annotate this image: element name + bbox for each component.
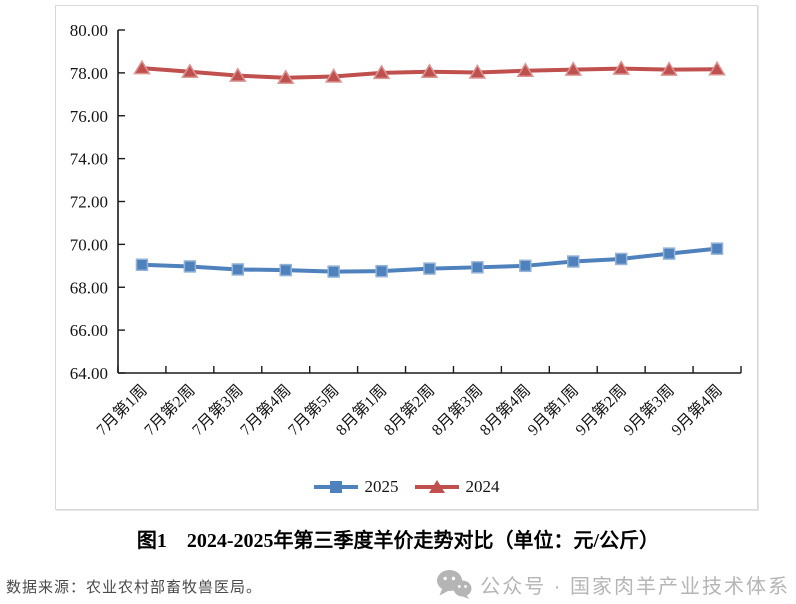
data-point-marker xyxy=(133,59,151,75)
data-point-marker xyxy=(279,263,292,277)
x-category-label: 9月第4周 xyxy=(668,381,726,439)
data-point-marker xyxy=(228,67,247,82)
data-point-marker xyxy=(564,61,583,76)
data-point-marker xyxy=(181,63,199,79)
data-point-marker xyxy=(567,255,580,268)
x-category-label: 7月第4周 xyxy=(237,381,295,439)
x-category-label: 9月第1周 xyxy=(524,381,582,439)
data-point-marker xyxy=(135,258,149,271)
y-tick-label: 64.00 xyxy=(70,364,108,383)
y-tick-label: 78.00 xyxy=(70,64,108,83)
data-point-marker xyxy=(468,63,487,79)
legend-marker xyxy=(329,481,342,493)
chart-title: 图1 2024-2025年第三季度羊价走势对比（单位：元/公斤） xyxy=(136,530,660,552)
data-point-marker xyxy=(324,68,343,83)
data-point-marker xyxy=(708,60,726,76)
y-tick-label: 66.00 xyxy=(70,321,108,340)
x-category-label: 9月第3周 xyxy=(620,381,678,439)
watermark-text: 公众号 · 国家肉羊产业技术体系 xyxy=(480,575,790,598)
data-point-marker xyxy=(519,259,532,273)
legend-label-2024: 2024 xyxy=(465,477,500,496)
data-point-marker xyxy=(372,64,391,80)
legend-swatch-2025 xyxy=(313,481,358,493)
x-category-label: 8月第1周 xyxy=(332,381,390,439)
data-point-marker xyxy=(327,265,340,278)
chart-card: 64.00 66.00 68.00 70.00 72.00 74.00 76.00 78.00… xyxy=(55,5,758,510)
data-point-marker xyxy=(612,60,631,75)
y-tick-label: 72.00 xyxy=(70,193,108,212)
x-category-label: 7月第2周 xyxy=(141,381,199,439)
x-category-label: 8月第2周 xyxy=(380,381,438,439)
legend-item-2025: 2025 xyxy=(313,477,399,497)
price-chart-svg: 64.00 66.00 68.00 70.00 72.00 74.00 76.00 78.00… xyxy=(70,21,742,439)
wechat-icon xyxy=(437,570,472,599)
legend-marker xyxy=(428,480,445,493)
x-category-label: 7月第5周 xyxy=(284,381,342,439)
data-point-marker xyxy=(710,242,724,255)
legend-label-2025: 2025 xyxy=(364,477,399,496)
data-point-marker xyxy=(420,63,439,79)
data-point-marker xyxy=(276,69,295,85)
x-category-label: 7月第1周 xyxy=(93,381,151,439)
data-point-marker xyxy=(423,262,436,275)
y-tick-label: 70.00 xyxy=(70,235,108,254)
y-tick-label: 74.00 xyxy=(70,150,108,169)
data-point-marker xyxy=(231,263,245,276)
data-point-marker xyxy=(662,247,676,260)
chart-legend: 2025 2024 xyxy=(56,477,757,497)
y-tick-label: 80.00 xyxy=(70,21,108,40)
legend-swatch-2024 xyxy=(414,480,459,493)
watermark: 公众号 · 国家肉羊产业技术体系 xyxy=(436,569,790,599)
legend-item-2024: 2024 xyxy=(414,477,500,497)
data-point-marker xyxy=(516,62,535,77)
x-category-label: 8月第4周 xyxy=(476,381,534,439)
data-point-marker xyxy=(375,264,388,278)
data-point-marker xyxy=(614,252,628,266)
y-tick-label: 76.00 xyxy=(70,107,108,126)
x-category-label: 7月第3周 xyxy=(189,381,247,439)
data-point-marker xyxy=(183,260,197,273)
data-point-marker xyxy=(471,261,484,274)
x-category-label: 9月第2周 xyxy=(572,381,630,439)
x-category-label: 8月第3周 xyxy=(428,381,486,439)
data-source-text: 数据来源：农业农村部畜牧兽医局。 xyxy=(6,580,263,596)
data-point-marker xyxy=(660,61,678,76)
y-tick-label: 68.00 xyxy=(70,278,108,297)
